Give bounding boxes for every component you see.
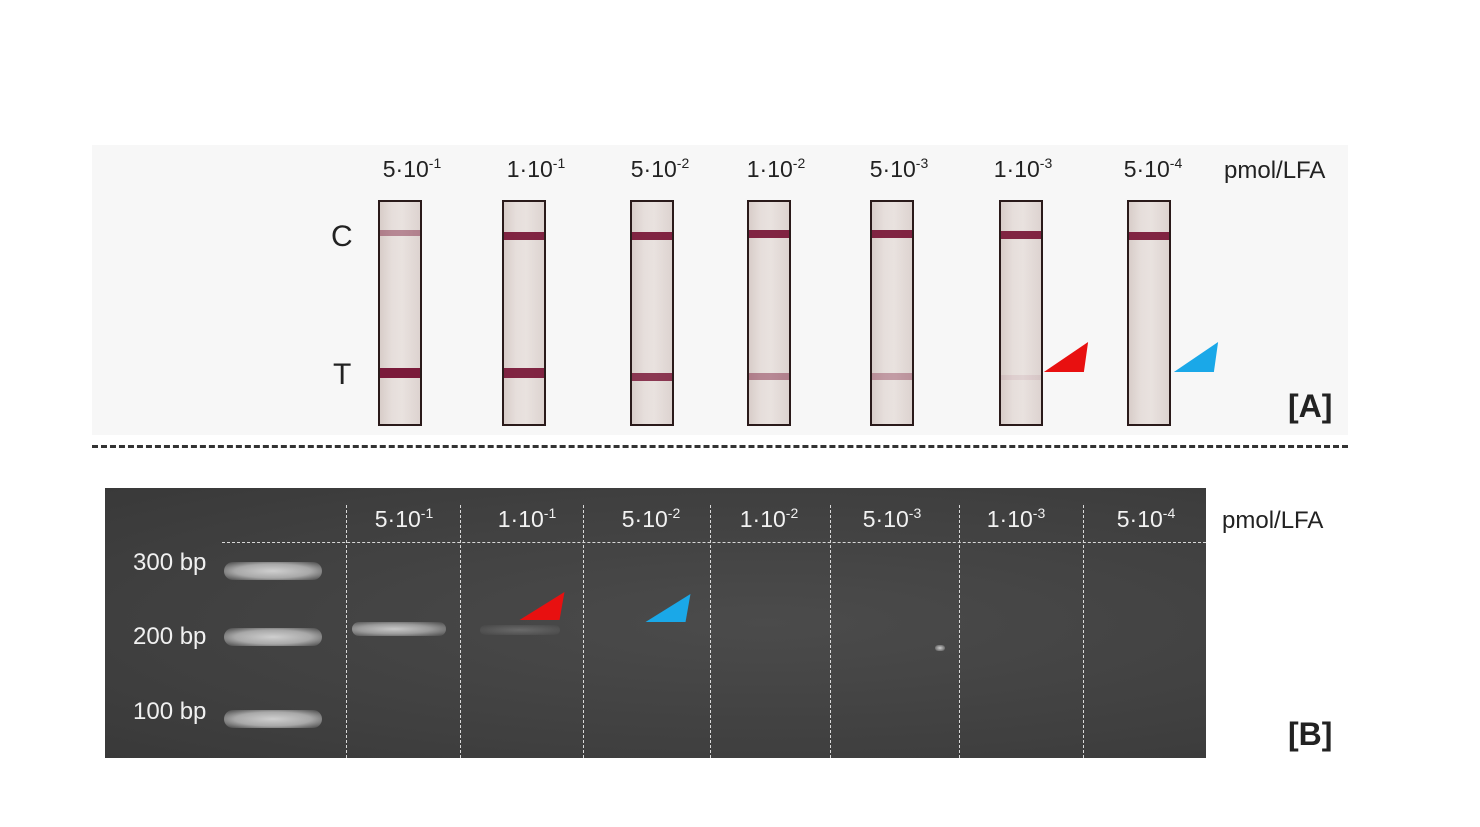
ladder-label-300: 300 bp (133, 549, 207, 576)
gel-speck (935, 645, 945, 651)
lfa-concentration-label: 1·10-2 (746, 155, 806, 182)
lfa-strip (870, 200, 914, 426)
lfa-concentration-label: 1·10-3 (993, 155, 1053, 182)
test-band (504, 368, 544, 378)
panel-divider (92, 445, 1348, 448)
gel-concentration-label: 5·10-1 (374, 505, 434, 532)
control-band (504, 232, 544, 240)
control-band (1129, 232, 1169, 240)
control-band (749, 230, 789, 238)
lfa-unit-label: pmol/LFA (1224, 157, 1326, 184)
test-band (749, 373, 789, 380)
ladder-label-100: 100 bp (133, 698, 207, 725)
gel-concentration-label: 5·10-4 (1116, 505, 1176, 532)
lfa-strip (378, 200, 422, 426)
ladder-band (224, 710, 322, 728)
gel-concentration-label: 1·10-3 (986, 505, 1046, 532)
lane-divider (959, 505, 960, 758)
gel-concentration-label: 5·10-3 (862, 505, 922, 532)
lfa-strip (999, 200, 1043, 426)
panel-a-tag: [A] (1288, 388, 1333, 424)
lane-divider (460, 505, 461, 758)
test-band (632, 373, 672, 381)
control-band (1001, 231, 1041, 239)
gel-concentration-label: 5·10-2 (621, 505, 681, 532)
lane-divider (1083, 505, 1084, 758)
lfa-strip (630, 200, 674, 426)
gel-concentration-label: 1·10-2 (739, 505, 799, 532)
lfa-concentration-label: 5·10-1 (382, 155, 442, 182)
ladder-band (224, 562, 322, 580)
lfa-strip (1127, 200, 1171, 426)
red-arrow-icon (519, 592, 565, 620)
test-band (1001, 375, 1041, 380)
red-arrow-icon (1043, 342, 1089, 372)
panel-b-tag: [B] (1288, 716, 1333, 752)
gel-concentration-label: 1·10-1 (497, 505, 557, 532)
lfa-strip (747, 200, 791, 426)
lfa-concentration-label: 5·10-2 (630, 155, 690, 182)
lane-divider (710, 505, 711, 758)
test-line-label: T (333, 358, 352, 391)
ladder-label-200: 200 bp (133, 623, 207, 650)
ladder-band (224, 628, 322, 646)
test-band (872, 373, 912, 380)
control-band (632, 232, 672, 240)
blue-arrow-icon (645, 594, 691, 622)
gel-unit-label: pmol/LFA (1222, 507, 1324, 534)
gel-band (352, 622, 446, 636)
lane-divider (346, 505, 347, 758)
test-band (380, 368, 420, 378)
lfa-strip (502, 200, 546, 426)
lane-divider (830, 505, 831, 758)
control-band (380, 230, 420, 236)
control-band (872, 230, 912, 238)
blue-arrow-icon (1173, 342, 1219, 372)
lfa-concentration-label: 1·10-1 (506, 155, 566, 182)
gel-header-divider (222, 542, 1206, 543)
lfa-concentration-label: 5·10-3 (869, 155, 929, 182)
control-line-label: C (331, 220, 353, 253)
gel-band (480, 625, 560, 635)
lfa-concentration-label: 5·10-4 (1123, 155, 1183, 182)
lane-divider (583, 505, 584, 758)
